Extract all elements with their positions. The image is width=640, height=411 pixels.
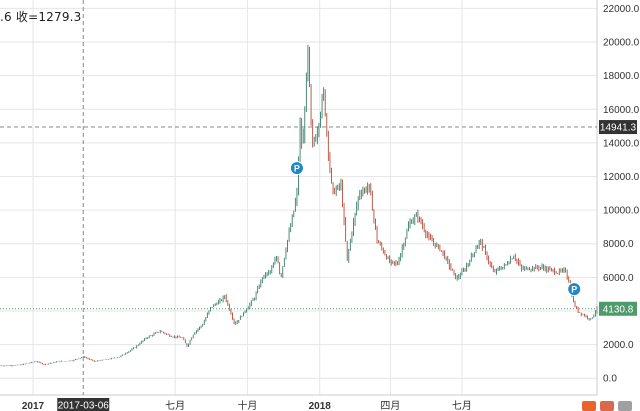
y-tick-label: 14000.0	[603, 138, 640, 149]
x-tick-label: 七月	[452, 400, 472, 411]
event-marker-label: P	[294, 164, 300, 174]
y-tick-label: 18000.0	[603, 71, 640, 82]
x-tick-label: 七月	[165, 400, 185, 411]
y-tick-label: 16000.0	[603, 105, 640, 116]
crosshair-price-tag: 14941.3	[600, 123, 637, 134]
y-tick-label: 22000.0	[603, 4, 640, 15]
current-price-tag-bg	[599, 301, 637, 316]
y-axis-ticks: 22000.0 20000.0 18000.0 16000.0 14000.0 12000…	[603, 4, 640, 385]
x-axis-ticks: 2017 七月 十月 2018 四月 七月	[22, 399, 472, 411]
y-tick-label: 0.0	[603, 374, 617, 385]
y-tick-label: 2000.0	[603, 340, 634, 351]
x-tick-label: 十月	[237, 399, 257, 411]
y-tick-label: 8000.0	[603, 239, 634, 250]
crosshair	[0, 0, 597, 395]
y-tick-label: 6000.0	[603, 273, 634, 284]
x-tick-label: 四月	[380, 400, 400, 411]
crosshair-date-tag-bg	[57, 398, 110, 411]
toolbar-icons	[582, 401, 632, 411]
current-price-tag: 4130.8	[603, 304, 634, 315]
y-tick-label: 10000.0	[603, 206, 640, 217]
brand-icon[interactable]	[582, 401, 596, 411]
event-marker-icon[interactable]	[567, 282, 582, 297]
x-tick-label: 2017	[22, 401, 45, 411]
tool-icon[interactable]	[600, 401, 614, 411]
event-marker-label: P	[571, 285, 577, 295]
crosshair-date-tag: 2017-03-06	[58, 401, 110, 411]
grid-lines	[0, 0, 597, 395]
x-tick-label: 2018	[309, 401, 332, 411]
crosshair-price-tag-bg	[599, 120, 637, 135]
ohlc-readout: .6 收=1279.3	[0, 10, 82, 24]
settings-icon[interactable]	[618, 401, 632, 411]
y-tick-label: 20000.0	[603, 38, 640, 49]
price-series	[0, 44, 598, 367]
event-marker-icon[interactable]	[289, 161, 304, 176]
y-tick-label: 12000.0	[603, 172, 640, 183]
event-markers[interactable]: PP	[289, 161, 582, 297]
price-tags: 14941.3 4130.8 2017-03-06	[57, 120, 637, 411]
